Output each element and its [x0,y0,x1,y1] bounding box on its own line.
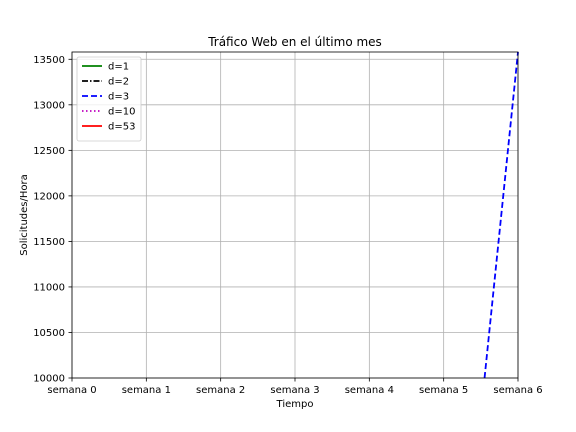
legend-label: d=10 [108,107,135,118]
y-axis-label: Solicitudes/Hora [19,174,30,256]
x-axis-label: Tiempo [276,399,314,410]
legend: d=1 d=2 d=3 d=10 d=53 [76,56,142,142]
legend-label: d=3 [108,92,129,103]
y-axis: 10000 10500 11000 11500 12000 12500 13000 13500 [33,55,72,385]
y-tick-label: 11000 [33,282,65,293]
y-tick-label: 12500 [33,146,65,157]
legend-label: d=2 [108,77,129,88]
series-line-d-3 [483,51,519,379]
x-tick-label: semana 5 [419,385,468,396]
y-tick-label: 13000 [33,100,65,111]
legend-label: d=1 [108,62,129,73]
x-tick-label: semana 0 [47,385,96,396]
y-tick-label: 13500 [33,55,65,66]
y-tick-label: 10500 [33,328,65,339]
chart-title: Tráfico Web en el último mes [207,35,382,49]
x-axis: semana 0 semana 1 semana 2 semana 3 semana 4… [47,378,543,396]
x-tick-label: semana 1 [122,385,171,396]
grid [71,52,519,379]
y-tick-label: 11500 [33,237,65,248]
y-tick-label: 12000 [33,191,65,202]
x-tick-label: semana 3 [270,385,319,396]
legend-box [76,56,142,142]
y-tick-label: 10000 [33,374,65,385]
x-tick-label: semana 4 [345,385,394,396]
x-tick-label: semana 2 [196,385,245,396]
x-tick-label: semana 6 [493,385,542,396]
legend-label: d=53 [108,122,135,133]
series-lines [483,51,519,379]
